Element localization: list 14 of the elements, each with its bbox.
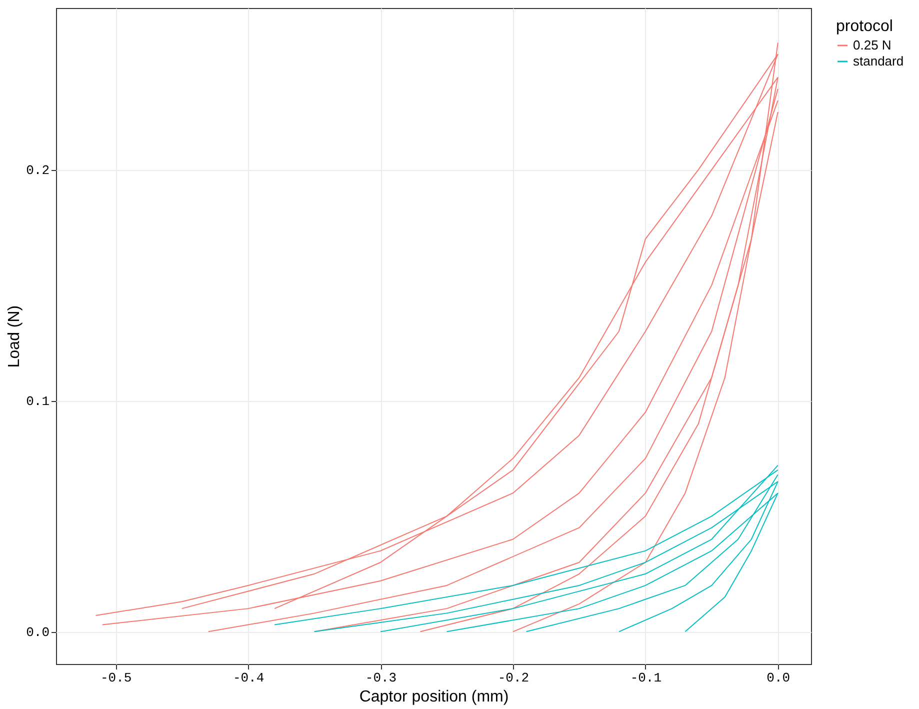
legend-title: protocol xyxy=(836,18,893,35)
x-tick-label: -0.2 xyxy=(498,670,530,686)
y-tick-label: 0.1 xyxy=(26,394,50,410)
x-tick-label: -0.5 xyxy=(100,670,132,686)
x-tick-label: -0.3 xyxy=(365,670,397,686)
y-axis-title: Load (N) xyxy=(6,305,24,368)
y-tick-label: 0.0 xyxy=(26,625,50,640)
x-tick-label: 0.0 xyxy=(766,670,790,686)
x-axis-title: Captor position (mm) xyxy=(359,688,509,706)
x-tick-label: -0.1 xyxy=(630,670,662,686)
legend-label: standard xyxy=(853,54,904,68)
x-tick-label: -0.4 xyxy=(232,670,264,686)
legend-label: 0.25 N xyxy=(853,38,892,52)
y-tick-label: 0.2 xyxy=(26,163,50,178)
